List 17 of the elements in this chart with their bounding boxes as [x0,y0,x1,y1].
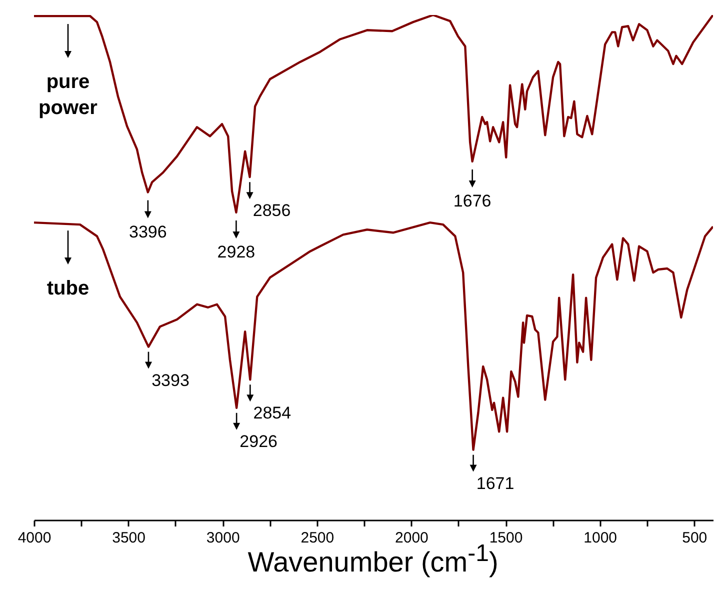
annotation: 2856 [252,201,291,220]
x-tick-label: 3500 [112,530,146,546]
annotation: 1676 [453,191,492,210]
x-tick-label: 2000 [395,530,428,546]
x-tick-label: 3000 [206,530,240,546]
series-label: tube [46,278,90,300]
annotation: 1671 [476,474,514,493]
annotation: 2928 [217,242,256,262]
x-tick-label: 1000 [584,530,618,546]
annotation: 3396 [129,222,167,242]
series-label: pure power [38,71,98,120]
annotation: 3393 [152,370,190,390]
x-tick-label: 4000 [18,530,52,546]
x-tick-label: 500 [682,530,708,546]
x-tick-label: 1500 [489,530,523,546]
annotation: 2854 [253,404,292,423]
annotation: 2926 [240,432,278,451]
